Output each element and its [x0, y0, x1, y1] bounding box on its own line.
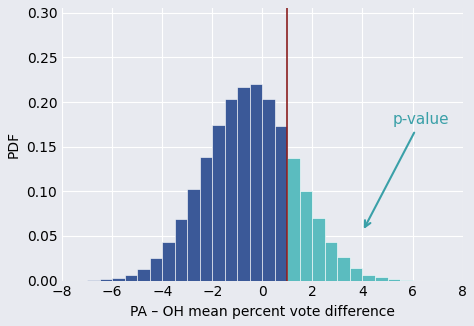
Bar [175, 219, 187, 281]
Bar [300, 191, 312, 281]
Bar [212, 125, 225, 281]
Bar [237, 86, 250, 281]
Bar [287, 158, 300, 281]
Bar [337, 258, 350, 281]
Bar [263, 98, 275, 281]
Bar [400, 280, 412, 281]
Bar [325, 242, 337, 281]
Bar [312, 218, 325, 281]
Bar [125, 274, 137, 281]
Bar [200, 157, 212, 281]
Bar [100, 279, 112, 281]
Bar [275, 126, 287, 281]
Y-axis label: PDF: PDF [7, 131, 21, 158]
Bar [388, 279, 400, 281]
Bar [250, 84, 263, 281]
Bar [225, 98, 237, 281]
Bar [187, 189, 200, 281]
Bar [150, 258, 162, 281]
X-axis label: PA – OH mean percent vote difference: PA – OH mean percent vote difference [130, 305, 395, 319]
Text: p-value: p-value [365, 112, 449, 227]
Bar [363, 274, 375, 281]
Bar [375, 277, 388, 281]
Bar [350, 268, 363, 281]
Bar [162, 242, 175, 281]
Bar [87, 280, 100, 281]
Bar [137, 269, 150, 281]
Bar [112, 278, 125, 281]
